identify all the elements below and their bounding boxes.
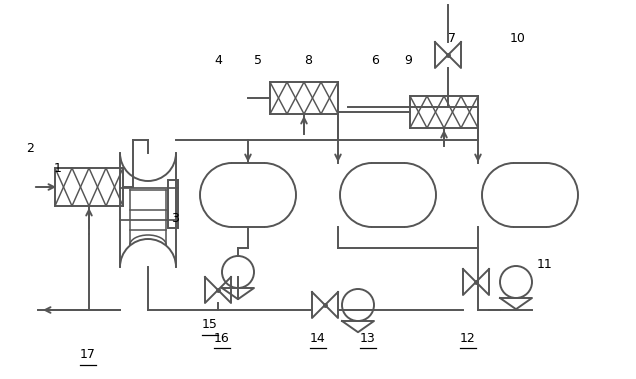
Text: 10: 10: [510, 31, 526, 44]
Text: 15: 15: [202, 318, 218, 332]
Bar: [55, 168, 123, 206]
Text: 1: 1: [54, 161, 62, 174]
Text: 17: 17: [80, 349, 96, 362]
Text: 12: 12: [460, 332, 476, 345]
Bar: [270, 82, 338, 114]
Text: 4: 4: [214, 53, 222, 66]
Text: 7: 7: [448, 31, 456, 44]
Text: 2: 2: [26, 141, 34, 155]
Text: 3: 3: [171, 211, 179, 224]
Bar: [168, 180, 178, 228]
Text: 8: 8: [304, 53, 312, 66]
Text: 16: 16: [214, 332, 230, 345]
Text: 13: 13: [360, 332, 376, 345]
Text: 5: 5: [254, 53, 262, 66]
Text: 6: 6: [371, 53, 379, 66]
Text: 9: 9: [404, 53, 412, 66]
Bar: [410, 96, 478, 128]
Text: 11: 11: [537, 258, 553, 271]
Text: 14: 14: [310, 332, 326, 345]
